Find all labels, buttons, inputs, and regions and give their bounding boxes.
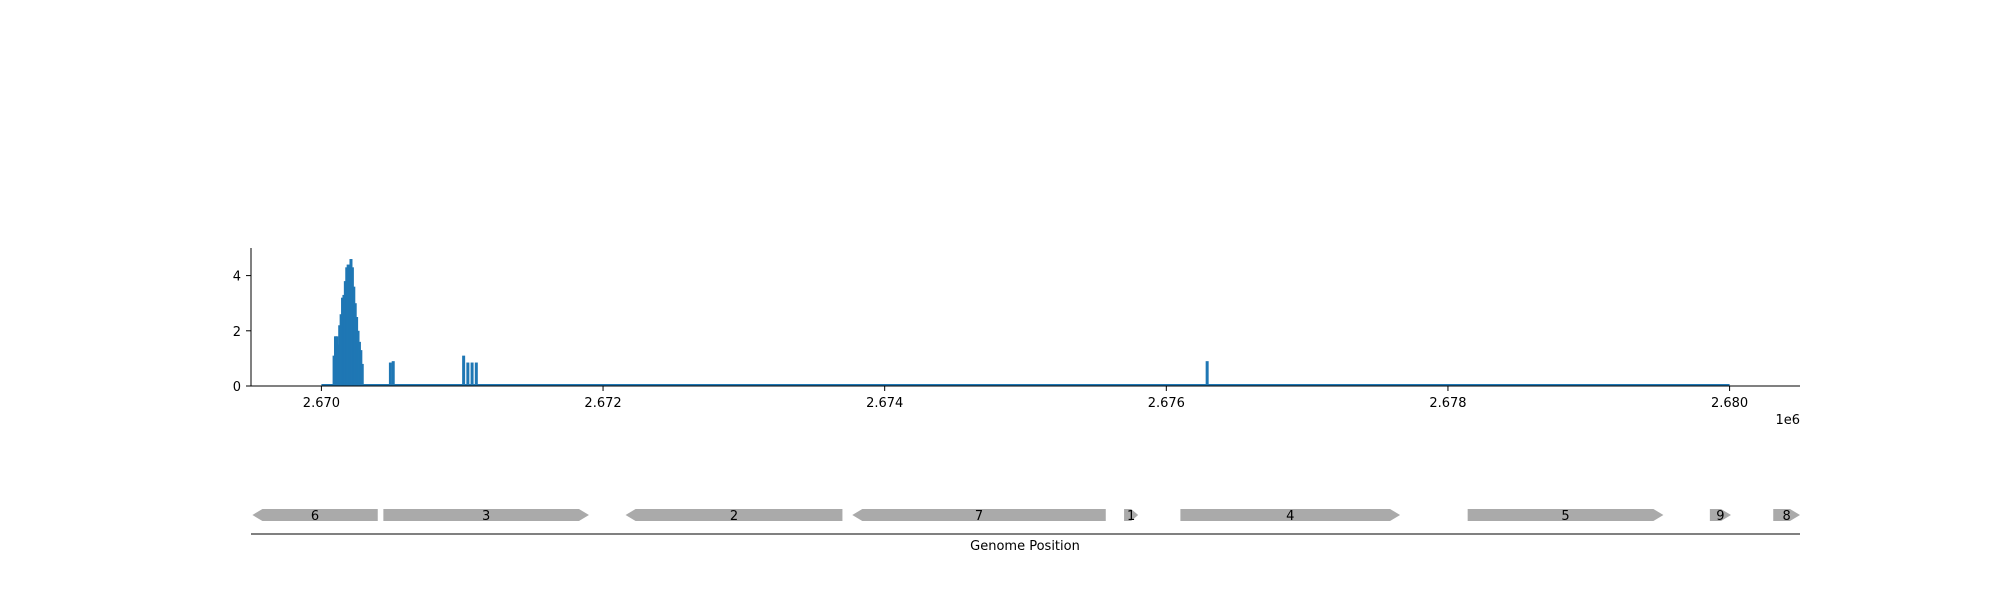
x-tick-label: 2.674 — [866, 396, 903, 411]
gene-arrow — [383, 509, 589, 521]
coverage-bar — [470, 362, 474, 386]
gene-arrow — [1124, 509, 1139, 521]
gene-label: 3 — [482, 509, 490, 524]
y-tick-label: 2 — [233, 325, 241, 340]
coverage-bars — [321, 259, 1730, 386]
gene-label: 1 — [1127, 509, 1135, 524]
gene-label: 2 — [730, 509, 738, 524]
coverage-bar — [391, 361, 395, 386]
x-tick-label: 2.672 — [584, 396, 621, 411]
gene-label: 7 — [975, 509, 983, 524]
gene-arrow — [1180, 509, 1401, 521]
x-tick-label: 2.678 — [1429, 396, 1466, 411]
coverage-bar — [388, 362, 392, 386]
coverage-bar — [466, 362, 470, 386]
gene-map-xlabel: Genome Position — [970, 539, 1080, 554]
x-tick-label: 2.676 — [1148, 396, 1185, 411]
y-tick-label: 0 — [233, 380, 241, 395]
coverage-bar — [462, 355, 466, 386]
x-tick-label: 2.670 — [303, 396, 340, 411]
gene-label: 9 — [1716, 509, 1724, 524]
y-axis-ticks: 0 2 4 — [233, 270, 251, 395]
gene-arrow — [625, 509, 843, 521]
x-tick-label: 2.680 — [1711, 396, 1748, 411]
gene-arrow — [1773, 509, 1800, 521]
gene-arrow — [1709, 509, 1731, 521]
coverage-bar — [1205, 361, 1209, 386]
coverage-bar — [360, 363, 364, 386]
x-offset-label: 1e6 — [1775, 413, 1800, 428]
coverage-bar — [474, 362, 478, 386]
gene-arrow — [852, 509, 1106, 521]
gene-label: 8 — [1782, 509, 1790, 524]
gene-arrow — [252, 509, 378, 521]
gene-label: 6 — [311, 509, 319, 524]
gene-map: 6 3 2 7 1 4 5 9 8 Genome Position — [251, 509, 1800, 554]
gene-label: 4 — [1286, 509, 1294, 524]
gene-label: 5 — [1561, 509, 1569, 524]
gene-arrow — [1467, 509, 1664, 521]
gene-arrows: 6 3 2 7 1 4 5 9 8 — [252, 509, 1800, 524]
coverage-plot: 2.670 2.672 2.674 2.676 2.678 2.680 0 2 4 1e6 — [233, 248, 1800, 428]
x-axis-ticks: 2.670 2.672 2.674 2.676 2.678 2.680 — [303, 386, 1748, 411]
y-tick-label: 4 — [233, 270, 241, 285]
